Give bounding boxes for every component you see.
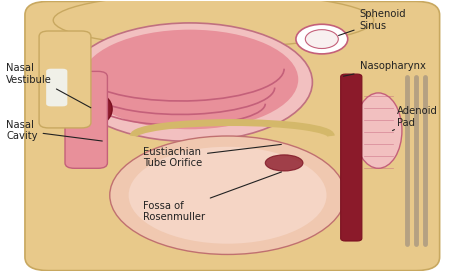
Ellipse shape <box>82 30 298 129</box>
Text: Eustiachian
Tube Orifice: Eustiachian Tube Orifice <box>143 144 282 168</box>
Ellipse shape <box>67 23 312 141</box>
FancyBboxPatch shape <box>341 74 362 241</box>
Ellipse shape <box>128 147 327 244</box>
Ellipse shape <box>110 136 346 255</box>
Text: Nasal
Cavity: Nasal Cavity <box>6 120 102 141</box>
Text: Nasopharynx: Nasopharynx <box>343 61 425 76</box>
Circle shape <box>305 30 338 48</box>
FancyBboxPatch shape <box>46 69 67 106</box>
Ellipse shape <box>53 0 374 47</box>
FancyBboxPatch shape <box>39 31 91 128</box>
FancyBboxPatch shape <box>65 71 108 168</box>
Text: Nasal
Vestibule: Nasal Vestibule <box>6 63 91 108</box>
Text: Adenoid
Pad: Adenoid Pad <box>392 106 438 131</box>
Text: Fossa of
Rosenmuller: Fossa of Rosenmuller <box>143 172 282 222</box>
Text: Sphenoid
Sinus: Sphenoid Sinus <box>338 10 406 35</box>
FancyBboxPatch shape <box>25 1 439 271</box>
Ellipse shape <box>355 93 402 168</box>
Circle shape <box>296 24 348 54</box>
Ellipse shape <box>265 155 303 171</box>
Ellipse shape <box>70 92 112 126</box>
